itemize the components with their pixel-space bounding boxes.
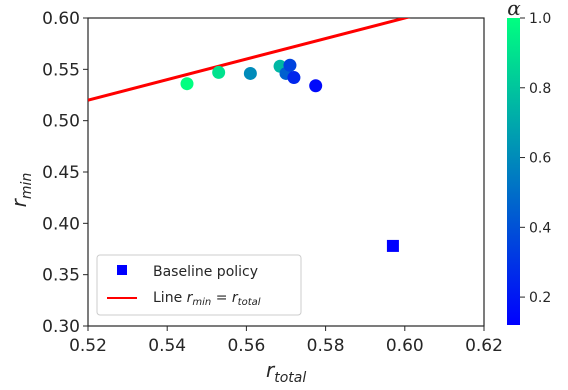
colorbar-tick-label: 0.6 <box>529 151 551 167</box>
reference-line <box>88 18 411 102</box>
baseline-point <box>386 239 399 252</box>
scatter-point <box>243 66 257 80</box>
legend-line-sub1: min <box>192 297 211 308</box>
y-tick-label: 0.45 <box>42 163 80 183</box>
legend-box <box>96 254 302 316</box>
scatter-point <box>287 71 301 85</box>
x-axis-label: rtotal <box>266 358 306 386</box>
legend-label-line: Line rmin = rtotal <box>153 290 261 308</box>
colorbar-tick-label: 0.8 <box>529 81 551 97</box>
y-tick-label: 0.55 <box>42 60 80 80</box>
colorbar-tick-label: 1.0 <box>529 11 551 27</box>
legend-line-r2: r <box>232 290 239 306</box>
legend-line-eq: = <box>211 290 232 306</box>
legend-line-r1: r <box>187 290 194 306</box>
x-tick-label: 0.52 <box>69 336 107 356</box>
y-tick-label: 0.35 <box>42 266 80 286</box>
legend: Baseline policy Line rmin = rtotal <box>96 254 302 316</box>
x-tick-label: 0.60 <box>386 336 424 356</box>
colorbar-ticks: 0.2 0.4 0.6 0.8 1.0 <box>520 11 551 306</box>
y-axis-label-r: r <box>7 197 31 207</box>
data-points <box>180 58 399 252</box>
y-ticks: 0.30 0.35 0.40 0.45 0.50 0.55 0.60 <box>42 9 88 337</box>
x-axis-label-r: r <box>266 358 276 382</box>
colorbar-tick-label: 0.2 <box>529 290 551 306</box>
x-axis-label-sub: total <box>274 370 306 386</box>
x-tick-label: 0.54 <box>148 336 186 356</box>
x-tick-label: 0.58 <box>307 336 345 356</box>
data-layer <box>88 18 411 252</box>
colorbar: 0.2 0.4 0.6 0.8 1.0 α <box>507 0 551 325</box>
colorbar-label: α <box>507 0 521 20</box>
scatter-point <box>180 77 194 91</box>
y-tick-label: 0.40 <box>42 214 80 234</box>
x-ticks: 0.52 0.54 0.56 0.58 0.60 0.62 <box>69 326 503 356</box>
y-tick-label: 0.50 <box>42 112 80 132</box>
y-axis-label-sub: min <box>19 173 35 199</box>
legend-label-baseline: Baseline policy <box>153 264 258 280</box>
legend-line-prefix: Line <box>153 290 187 306</box>
legend-marker-baseline <box>117 265 127 275</box>
scatter-point <box>309 79 323 93</box>
colorbar-tick-label: 0.4 <box>529 220 551 236</box>
y-tick-label: 0.60 <box>42 9 80 29</box>
y-axis-label: rmin <box>7 173 35 208</box>
legend-line-sub2: total <box>238 297 261 308</box>
colorbar-gradient <box>507 18 520 325</box>
y-tick-label: 0.30 <box>42 317 80 337</box>
scatter-point <box>212 65 226 79</box>
x-tick-label: 0.56 <box>227 336 265 356</box>
scatter-point <box>283 58 297 72</box>
x-tick-label: 0.62 <box>465 336 503 356</box>
